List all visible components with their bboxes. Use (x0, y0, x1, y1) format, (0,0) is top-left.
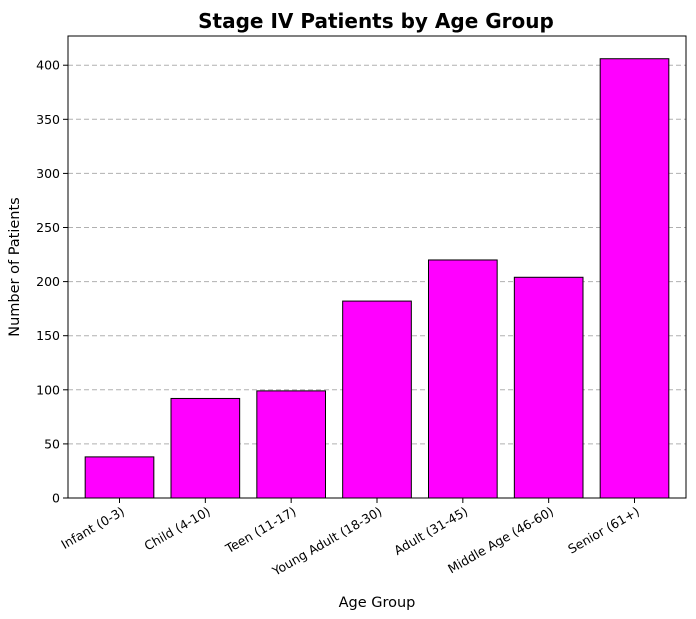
y-axis-label: Number of Patients (7, 197, 23, 337)
bar (513, 276, 584, 499)
bar (256, 390, 327, 499)
y-tick-label: 200 (36, 274, 60, 289)
x-axis-label: Age Group (339, 595, 416, 611)
y-tick-label: 50 (44, 436, 60, 451)
bar (599, 58, 670, 499)
x-tick-label: Teen (11-17) (222, 504, 299, 557)
x-tick-label: Adult (31-45) (391, 504, 470, 558)
chart-title: Stage IV Patients by Age Group (198, 9, 554, 33)
x-tick-label: Senior (61+) (565, 504, 642, 557)
x-axis-ticks: Infant (0-3) Child (4-10) Teen (11-17)Youn… (58, 498, 642, 579)
y-tick-label: 150 (36, 328, 60, 343)
y-tick-label: 300 (36, 166, 60, 181)
bars (84, 58, 670, 499)
bar (84, 456, 155, 499)
y-tick-label: 0 (52, 491, 60, 506)
y-tick-label: 250 (36, 220, 60, 235)
x-tick-label: Child (4-10) (142, 504, 213, 554)
x-tick-label: Infant (0-3) (58, 504, 127, 552)
y-tick-label: 100 (36, 382, 60, 397)
y-tick-label: 400 (36, 58, 60, 73)
y-axis-ticks: 0 50 100 150 200 250 300 350 400 (36, 58, 68, 506)
bar (342, 300, 412, 499)
bar (428, 259, 498, 499)
bar (170, 397, 241, 499)
y-tick-label: 350 (36, 112, 60, 127)
